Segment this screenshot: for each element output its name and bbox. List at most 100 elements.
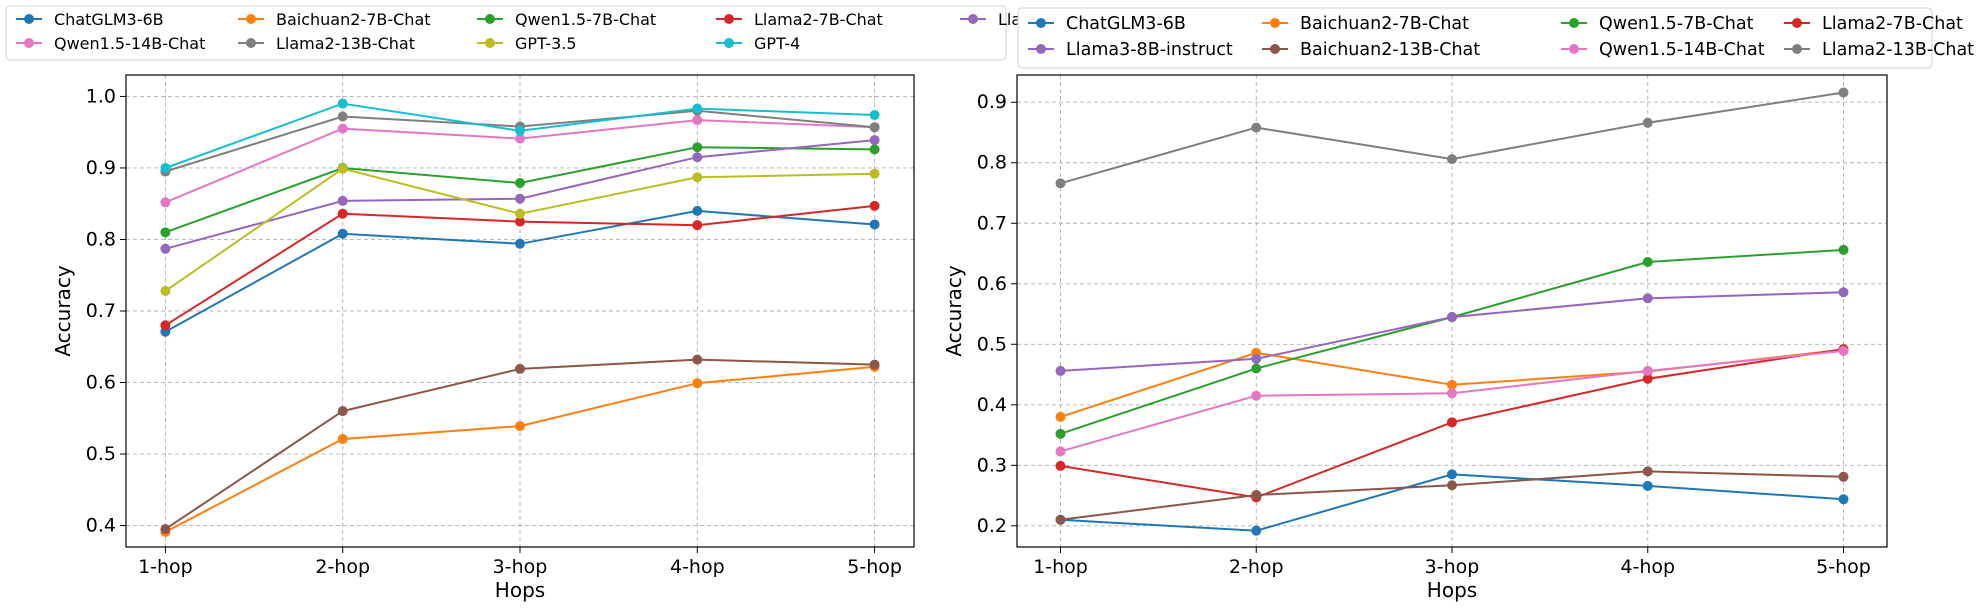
data-point-llama2-7b-chat (869, 200, 880, 211)
x-tick-label: 1-hop (1033, 556, 1088, 578)
data-point-llama2-7b-chat (515, 216, 525, 227)
legend-item: GPT-3.5 (477, 34, 577, 53)
data-point-llama2-13b-chat (1251, 122, 1262, 133)
data-point-qwen1.5-7b-chat (1838, 244, 1849, 255)
legend-swatch-marker (24, 14, 34, 24)
x-tick-label: 4-hop (1620, 556, 1675, 578)
data-point-llama3-8b-instruct (1447, 312, 1457, 323)
legend-swatch-marker (246, 14, 256, 24)
legend-swatch-marker (968, 14, 978, 24)
data-point-baichuan2-13b-chat (337, 406, 348, 417)
legend-item: Llama2-7B-Chat (1784, 14, 1963, 34)
y-tick-label: 0.5 (86, 443, 116, 465)
legend-label: Baichuan2-13B-Chat (1300, 40, 1480, 60)
data-point-chatglm3-6b (337, 228, 348, 239)
legend-swatch-marker (1036, 44, 1046, 54)
data-point-gpt-3.5 (515, 208, 525, 219)
y-tick-label: 1.0 (86, 85, 116, 107)
y-tick-label: 0.7 (977, 212, 1007, 234)
legend-label: Llama2-7B-Chat (1822, 14, 1963, 34)
series-line-llama3-8b-instruct (1060, 291, 1844, 372)
chart-2: 1-hop 2-hop 3-hop 4-hop 5-hop 0.2 0.3 0.4 0.5 0.6… (942, 7, 1974, 602)
legend-swatch-marker (1270, 44, 1280, 54)
data-point-baichuan2-7b-chat (515, 421, 525, 432)
data-point-chatglm3-6b (1251, 525, 1262, 536)
data-point-gpt-3.5 (869, 168, 880, 179)
data-point-llama3-8b-instruct (1251, 353, 1262, 364)
legend: ChatGLM3-6B Baichuan2-7B-Chat Qwen1.5-7B-C… (1017, 7, 1974, 69)
data-point-qwen1.5-14b-chat (1251, 390, 1262, 401)
data-point-llama3-8b-instruct (337, 195, 348, 206)
legend-item: Llama2-7B-Chat (716, 10, 883, 29)
data-point-llama2-7b-chat (1055, 460, 1066, 471)
data-point-llama2-7b-chat (692, 220, 703, 231)
legend-label: Llama3-8B-instruct (1066, 40, 1233, 60)
x-tick-label: 2-hop (315, 556, 370, 578)
legend-label: Llama2-13B-Chat (1822, 40, 1974, 60)
legend-label: Qwen1.5-7B-Chat (1599, 14, 1754, 34)
data-point-llama3-8b-instruct (1838, 287, 1849, 298)
data-point-gpt-3.5 (692, 172, 703, 183)
legend-item: ChatGLM3-6B (16, 10, 164, 29)
legend-item: Qwen1.5-7B-Chat (477, 10, 656, 29)
data-point-qwen1.5-7b-chat (1251, 363, 1262, 374)
legend-swatch-marker (24, 38, 34, 48)
y-tick-label: 0.2 (977, 515, 1007, 537)
legend-swatch-marker (485, 14, 495, 24)
y-axis-title: Accuracy (942, 265, 966, 356)
data-point-baichuan2-13b-chat (869, 359, 880, 370)
legend-label: ChatGLM3-6B (54, 10, 164, 29)
legend-label: ChatGLM3-6B (1066, 14, 1186, 34)
y-tick-label: 0.6 (977, 273, 1007, 295)
data-point-baichuan2-13b-chat (515, 363, 525, 374)
legend-swatch-marker (1569, 44, 1579, 54)
data-point-chatglm3-6b (1642, 480, 1653, 491)
y-tick-label: 0.6 (86, 372, 116, 394)
data-point-llama2-13b-chat (337, 111, 348, 122)
data-point-qwen1.5-14b-chat (1838, 345, 1849, 356)
data-point-baichuan2-13b-chat (1447, 480, 1457, 491)
legend-item: Llama2-13B-Chat (238, 34, 415, 53)
data-point-llama2-13b-chat (1447, 154, 1457, 165)
legend-item: Baichuan2-7B-Chat (1262, 14, 1469, 34)
data-point-qwen1.5-7b-chat (869, 144, 880, 155)
y-tick-label: 0.9 (977, 91, 1007, 113)
data-point-baichuan2-7b-chat (337, 434, 348, 445)
y-axis-title: Accuracy (51, 265, 75, 356)
data-point-baichuan2-7b-chat (1055, 411, 1066, 422)
data-point-llama2-7b-chat (1642, 373, 1653, 384)
data-point-llama2-13b-chat (869, 122, 880, 133)
data-point-chatglm3-6b (692, 205, 703, 216)
legend-item: Qwen1.5-7B-Chat (1561, 14, 1754, 34)
data-point-llama2-13b-chat (1642, 117, 1653, 128)
data-point-qwen1.5-7b-chat (1055, 428, 1066, 439)
data-point-baichuan2-7b-chat (692, 378, 703, 389)
data-point-gpt-4 (337, 98, 348, 109)
legend-item: Llama3-8B-instruct (1028, 40, 1233, 60)
legend-label: Llama2-13B-Chat (276, 34, 415, 53)
data-point-gpt-3.5 (160, 285, 171, 296)
data-point-gpt-3.5 (337, 163, 348, 174)
data-point-llama2-7b-chat (160, 320, 171, 331)
data-point-qwen1.5-14b-chat (1447, 388, 1457, 399)
data-point-gpt-4 (692, 103, 703, 114)
data-point-qwen1.5-14b-chat (1055, 446, 1066, 457)
x-tick-label: 5-hop (1816, 556, 1871, 578)
x-axis-title: Hops (495, 578, 545, 602)
legend-swatch-marker (485, 38, 495, 48)
data-point-qwen1.5-14b-chat (160, 197, 171, 208)
y-tick-label: 0.4 (977, 394, 1007, 416)
data-point-qwen1.5-7b-chat (692, 142, 703, 153)
data-point-llama3-8b-instruct (515, 193, 525, 204)
legend-label: GPT-3.5 (515, 34, 577, 53)
data-point-chatglm3-6b (1447, 469, 1457, 480)
x-axis-title: Hops (1427, 578, 1477, 602)
x-tick-label: 3-hop (1425, 556, 1480, 578)
data-point-llama2-7b-chat (337, 208, 348, 219)
data-point-gpt-4 (160, 162, 171, 173)
legend-swatch-marker (246, 38, 256, 48)
data-point-llama2-13b-chat (1055, 178, 1066, 189)
legend-item: GPT-4 (716, 34, 800, 53)
data-point-qwen1.5-7b-chat (1642, 256, 1653, 267)
data-point-baichuan2-13b-chat (692, 354, 703, 365)
